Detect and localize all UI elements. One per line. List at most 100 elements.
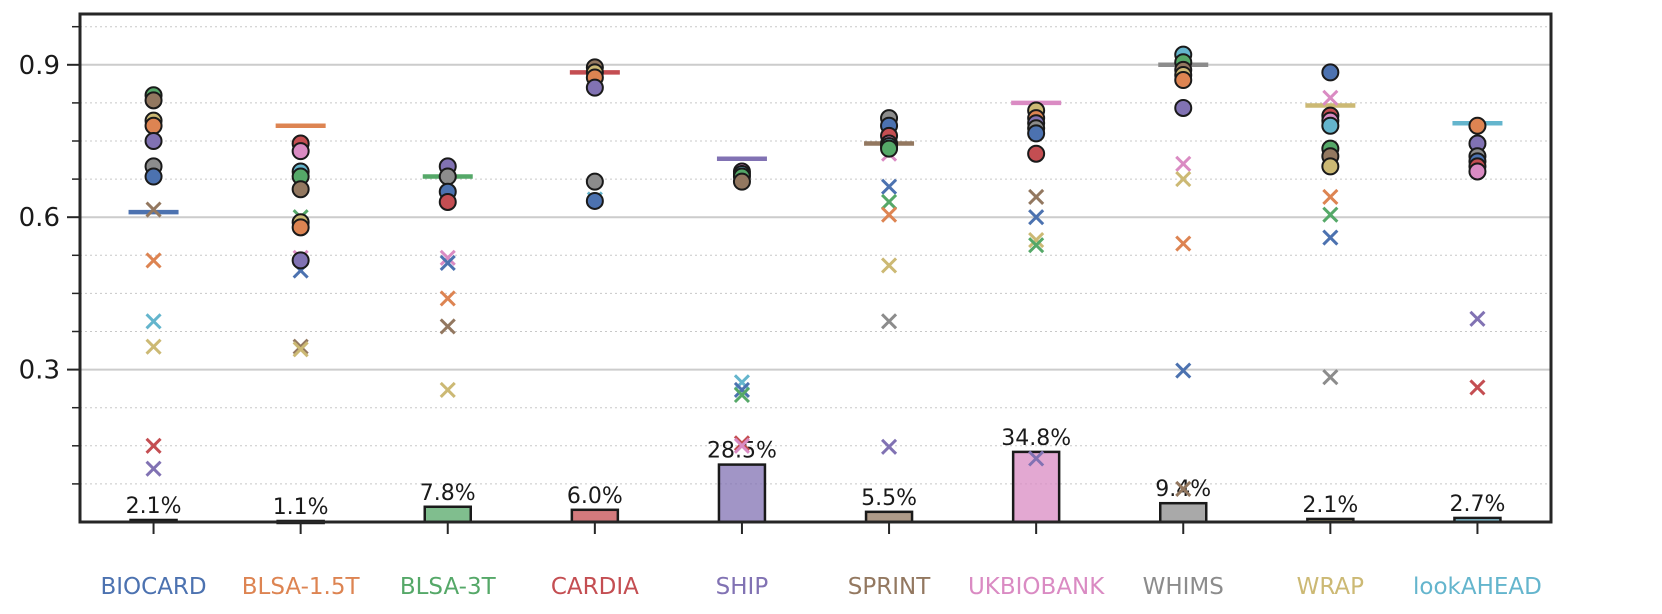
bar bbox=[1159, 501, 1208, 524]
circle-marker bbox=[585, 191, 604, 210]
cross-stroke bbox=[880, 178, 898, 195]
cross-stroke bbox=[1175, 155, 1192, 172]
cross-stroke bbox=[1322, 369, 1339, 386]
cross-stroke bbox=[1028, 231, 1045, 249]
circle-marker bbox=[1174, 98, 1193, 117]
y-tick-label: 0.9 bbox=[19, 51, 60, 81]
bar bbox=[864, 510, 914, 524]
cross-marker bbox=[439, 254, 456, 271]
major-gridlines bbox=[80, 63, 1551, 371]
cross-stroke bbox=[145, 201, 162, 218]
cross-marker bbox=[292, 338, 309, 355]
cross-stroke bbox=[1469, 310, 1486, 327]
y-axis-ticks: 0.3 0.6 0.9 bbox=[19, 25, 80, 485]
circle-marker bbox=[438, 192, 457, 211]
category-label: BLSA-1.5T bbox=[242, 574, 361, 600]
circle-marker bbox=[880, 139, 899, 158]
cross-marker bbox=[439, 290, 456, 307]
cross-marker bbox=[1028, 231, 1045, 249]
bar-label: 2.1% bbox=[1302, 493, 1358, 518]
cross-marker bbox=[1322, 206, 1339, 223]
cross-stroke bbox=[1175, 362, 1192, 379]
cross-stroke bbox=[880, 206, 898, 223]
cross-marker bbox=[439, 318, 456, 335]
cross-marker bbox=[880, 438, 898, 455]
cross-marker bbox=[1175, 171, 1192, 188]
cross-marker bbox=[145, 313, 162, 330]
cross-marker bbox=[880, 257, 898, 274]
cross-marker bbox=[1469, 379, 1486, 396]
cross-stroke bbox=[1175, 235, 1192, 252]
cross-stroke bbox=[1028, 209, 1045, 226]
cross-marker bbox=[439, 249, 456, 266]
cross-stroke bbox=[145, 313, 162, 330]
cross-stroke bbox=[439, 254, 456, 271]
bar-label: 2.1% bbox=[126, 494, 182, 519]
cross-stroke bbox=[880, 257, 898, 274]
circle-marker bbox=[1321, 157, 1340, 176]
cross-stroke bbox=[880, 438, 898, 455]
x-axis-ticks: BIOCARD BLSA-1.5T BLSA-3T CARDIA SHIP SPRINT U… bbox=[100, 522, 1542, 600]
cross-marker bbox=[1028, 188, 1045, 205]
category-label: SPRINT bbox=[848, 574, 931, 600]
cross-marker bbox=[733, 435, 751, 452]
bar bbox=[717, 463, 767, 524]
minor-gridlines bbox=[80, 26, 1551, 485]
cross-marker bbox=[1175, 155, 1192, 172]
y-tick-label: 0.3 bbox=[19, 356, 60, 386]
bars bbox=[129, 450, 1502, 525]
cross-stroke bbox=[1028, 188, 1045, 205]
bar-labels: 2.1%1.1%7.8%6.0%28.5%5.5%34.8%9.4%2.1%2.… bbox=[126, 426, 1506, 520]
category-label: UKBIOBANK bbox=[968, 574, 1105, 600]
cross-marker bbox=[439, 381, 456, 398]
cross-stroke bbox=[1175, 171, 1192, 188]
category-label: WRAP bbox=[1297, 574, 1365, 600]
cross-stroke bbox=[1322, 229, 1339, 246]
category-label: SHIP bbox=[716, 574, 769, 600]
cross-marker bbox=[1028, 450, 1045, 467]
cross-marker bbox=[880, 313, 898, 330]
cross-stroke bbox=[1322, 188, 1339, 205]
circle-marker bbox=[144, 132, 163, 150]
cross-stroke bbox=[145, 437, 162, 454]
cross-marker bbox=[733, 437, 751, 454]
cross-marker bbox=[1028, 237, 1045, 254]
cross-marker bbox=[1469, 310, 1486, 327]
cross-stroke bbox=[1028, 237, 1045, 254]
circle-marker bbox=[1027, 144, 1046, 163]
circle-marker bbox=[585, 78, 604, 97]
cross-stroke bbox=[1322, 206, 1339, 223]
bar-label: 7.8% bbox=[420, 481, 476, 506]
cross-stroke bbox=[145, 460, 162, 477]
cross-marker bbox=[1322, 89, 1339, 106]
category-label: BLSA-3T bbox=[400, 574, 497, 600]
cross-marker bbox=[145, 338, 162, 355]
cross-stroke bbox=[733, 435, 751, 452]
cross-stroke bbox=[145, 338, 162, 355]
cross-marker bbox=[1175, 480, 1192, 498]
circle-marker bbox=[438, 167, 457, 186]
cross-marker bbox=[733, 374, 751, 391]
cross-stroke bbox=[880, 313, 898, 330]
cross-stroke bbox=[1322, 89, 1339, 106]
category-label: lookAHEAD bbox=[1413, 574, 1542, 600]
cross-marker bbox=[880, 206, 898, 223]
cross-stroke bbox=[439, 381, 456, 398]
reference-lines bbox=[128, 62, 1503, 215]
cross-marker bbox=[1322, 188, 1339, 205]
cross-stroke bbox=[733, 381, 751, 398]
circle-marker bbox=[291, 251, 310, 270]
bar bbox=[423, 505, 472, 524]
cross-marker bbox=[733, 381, 751, 398]
cross-stroke bbox=[880, 193, 898, 211]
bar-label: 6.0% bbox=[567, 484, 623, 509]
cross-stroke bbox=[1175, 480, 1192, 498]
circle-marker bbox=[732, 172, 751, 191]
cross-marker bbox=[880, 193, 898, 211]
cross-stroke bbox=[733, 386, 751, 404]
circle-marker bbox=[1321, 116, 1340, 135]
circle-marker bbox=[585, 172, 604, 191]
cross-marker bbox=[1175, 235, 1192, 252]
cross-marker bbox=[145, 201, 162, 218]
